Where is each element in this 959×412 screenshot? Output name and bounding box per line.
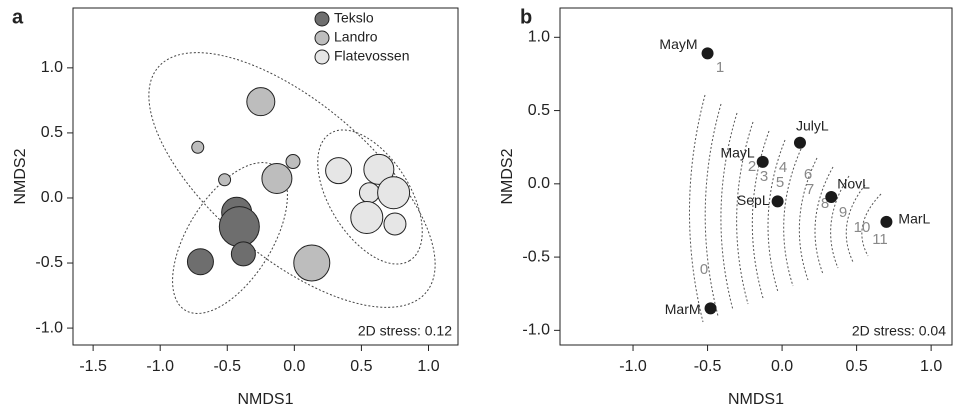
x-tick-label: 1.0 [417,358,439,375]
bubble [293,244,331,282]
x-tick-label: 0.0 [283,358,305,375]
x-tick-label: 0.5 [350,358,372,375]
x-tick-label: 0.0 [771,358,793,375]
legend-marker [314,11,330,27]
contour-label: 0 [700,261,708,278]
x-axis-label: NMDS1 [728,391,784,408]
point-label: NovL [837,176,870,192]
y-tick-label: -1.0 [522,322,550,339]
y-tick-label: 1.0 [528,29,550,46]
contour-line [783,148,802,287]
bubble [377,176,411,210]
point-label: MayM [659,36,697,52]
annotation: 2D stress: 0.12 [358,323,452,339]
legend-marker [314,30,330,46]
plot-frame [72,7,459,346]
legend-label: Flatevossen [334,48,409,64]
contour-line [689,94,706,323]
y-tick-label: 0.5 [41,124,63,141]
bubble [218,206,260,248]
bubble [383,212,407,236]
point [793,136,806,149]
y-axis-label: NMDS2 [12,148,29,204]
contour-label: 4 [779,159,787,176]
contour-label: 8 [821,195,829,212]
x-tick-label: 0.5 [845,358,867,375]
contour-line [751,130,770,299]
bubble [358,182,380,204]
y-tick-label: 0.5 [528,102,550,119]
x-tick-label: 1.0 [920,358,942,375]
legend-marker [314,49,330,65]
y-tick-label: 0.0 [41,189,63,206]
point [704,302,717,315]
point-label: MayL [720,145,754,161]
contour-label: 2 [748,158,756,175]
contour-line [814,166,834,275]
point-label: JulyL [796,118,829,134]
contour-line [861,193,882,257]
contour-line [704,103,722,317]
contour-label: 10 [854,219,871,236]
y-tick-label: 1.0 [41,59,63,76]
bubble [230,241,256,267]
panel-label: a [12,6,24,28]
contour-line [720,112,738,311]
point [825,191,838,204]
point-label: MarM [665,301,701,317]
contour-label: 6 [804,166,812,183]
point [756,155,769,168]
legend-label: Tekslo [334,10,374,26]
x-tick-label: -0.5 [694,358,722,375]
x-axis-label: NMDS1 [237,391,293,408]
plot-frame [559,7,953,346]
bubble [350,200,384,234]
legend-label: Landro [334,29,378,45]
bubble [325,157,353,185]
contour-label: 11 [872,231,888,248]
x-tick-label: -0.5 [213,358,241,375]
x-tick-label: -1.0 [146,358,174,375]
contour-line [736,121,754,305]
point [771,195,784,208]
point-label: MarL [898,211,930,227]
x-tick-label: -1.0 [619,358,647,375]
y-tick-label: -0.5 [35,254,63,271]
point [701,47,714,60]
point [880,215,893,228]
bubble [246,87,276,117]
contour-label: 5 [776,174,784,191]
contour-line [767,139,786,293]
x-tick-label: -1.5 [79,358,107,375]
contour-label: 9 [839,204,847,221]
bubble [186,248,214,276]
ellipse [317,129,423,265]
bubble [261,162,293,194]
y-tick-label: 0.0 [528,175,550,192]
bubble [363,153,395,185]
point-label: SepL [737,192,770,208]
contour-label: 3 [760,168,768,185]
annotation: 2D stress: 0.04 [852,323,946,339]
contour-label: 7 [806,181,814,198]
contour-line [845,184,866,263]
panel-label: b [520,6,532,28]
bubble [218,173,232,187]
y-tick-label: -0.5 [522,248,550,265]
y-tick-label: -1.0 [35,319,63,336]
bubble [285,154,301,170]
bubble [191,140,205,154]
contour-line [830,175,850,269]
y-axis-label: NMDS2 [499,148,516,204]
contour-label: 1 [716,59,724,76]
